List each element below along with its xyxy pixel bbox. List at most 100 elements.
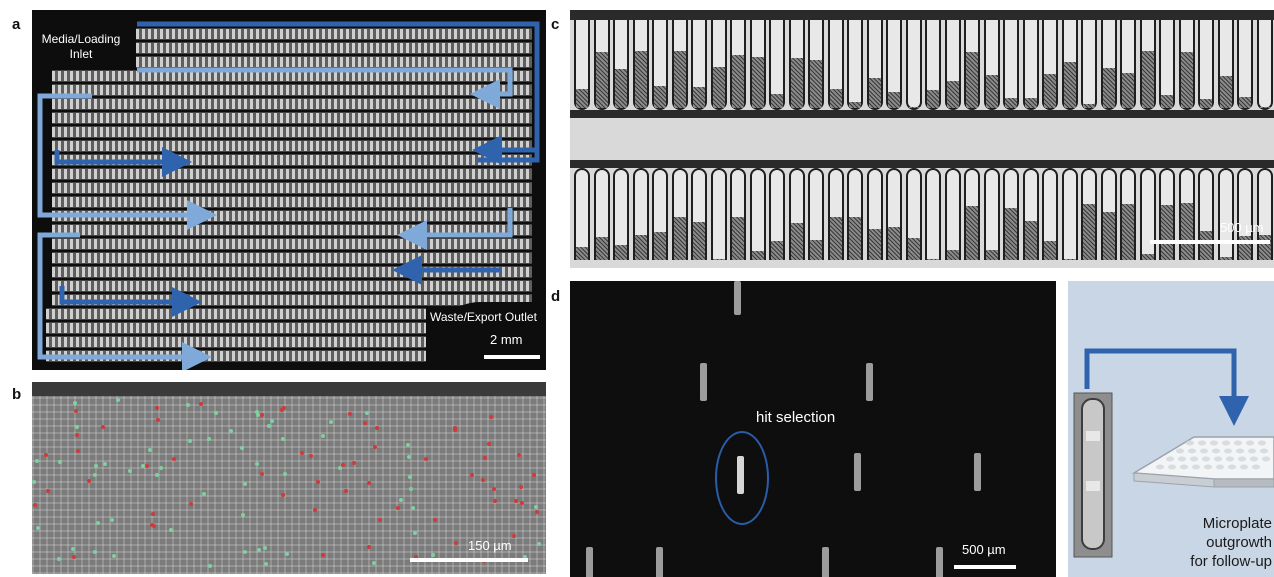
growth-chamber (925, 20, 941, 110)
cell-growth (1122, 73, 1134, 108)
cell (75, 433, 79, 437)
microplate-well (1210, 440, 1218, 446)
outlet-label-text: Waste/Export Outlet (430, 310, 537, 324)
cell-growth (888, 227, 900, 260)
cell-growth (1102, 212, 1115, 260)
growth-chamber (808, 168, 824, 260)
growth-chamber (847, 168, 863, 260)
growth-chamber (652, 20, 668, 110)
growth-chamber (847, 20, 863, 110)
fluorescence-panel: hit selection 500 µm (570, 281, 1056, 577)
cell-growth (693, 87, 705, 108)
cell-growth (673, 51, 686, 108)
growth-chamber (788, 168, 805, 260)
cell (329, 420, 333, 424)
cell-growth (634, 235, 647, 260)
cell (309, 454, 313, 458)
cell (283, 472, 287, 476)
growth-chamber (593, 168, 610, 260)
microplate-well (1258, 440, 1266, 446)
growth-chamber (1159, 20, 1175, 110)
hit-selection-ring (715, 431, 769, 525)
growth-chamber (632, 20, 649, 110)
growth-chamber (1061, 168, 1078, 260)
microplate-well (1260, 448, 1268, 454)
microplate-well (1238, 456, 1246, 462)
microplate-well (1252, 464, 1260, 470)
cell (199, 402, 203, 406)
microplate-well (1178, 456, 1186, 462)
cell (260, 413, 264, 417)
growth-chamber (905, 20, 922, 110)
cell-growth (1063, 259, 1076, 260)
cell (413, 531, 417, 535)
growth-chamber (1256, 20, 1273, 110)
cell-growth (751, 57, 764, 108)
flow-arrows (37, 21, 540, 370)
cell-growth (1200, 99, 1212, 108)
cell (208, 564, 212, 568)
cell (519, 485, 523, 489)
cell (535, 510, 539, 514)
cell (396, 506, 400, 510)
scale-label-b: 150 µm (468, 538, 512, 553)
cell (72, 555, 76, 559)
cell (407, 455, 411, 459)
cell (409, 487, 413, 491)
growth-chamber (1198, 20, 1214, 110)
microplate-well (1222, 440, 1230, 446)
microplate-well (1248, 448, 1256, 454)
chamber-inner (1081, 398, 1105, 550)
cell (151, 512, 155, 516)
channel-lane (52, 112, 532, 124)
growth-chamber (730, 168, 746, 260)
cell (520, 501, 524, 505)
cell (470, 473, 474, 477)
cell (373, 445, 377, 449)
cell-growth (985, 250, 998, 260)
growth-chamber (613, 20, 629, 110)
growth-chamber (983, 20, 1000, 110)
microplate-well (1262, 456, 1270, 462)
growth-chamber (1139, 168, 1156, 260)
cell-growth (868, 78, 881, 108)
cell-growth (1044, 74, 1056, 108)
cell-growth (888, 92, 900, 108)
growth-chamber (964, 20, 980, 110)
cell-growth (1141, 51, 1154, 108)
cell (453, 428, 457, 432)
microplate-panel: Microplate outgrowth for follow-up (1068, 281, 1274, 577)
cell (281, 493, 285, 497)
cell (481, 478, 485, 482)
cell-growth (595, 52, 608, 108)
microplate-well (1176, 448, 1184, 454)
cell-field-panel: 150 µm (32, 382, 546, 574)
cell (255, 410, 259, 414)
cell (103, 462, 107, 466)
microplate-well (1188, 448, 1196, 454)
cell-growth (985, 75, 998, 108)
growth-chamber (632, 168, 649, 260)
cell-growth (673, 217, 686, 260)
transfer-diagram (1073, 348, 1274, 558)
growth-chamber (1217, 20, 1234, 110)
cell-growth (1239, 97, 1251, 108)
cell (365, 411, 369, 415)
flow-path-light-4 (37, 232, 212, 370)
cell (96, 521, 100, 525)
growth-chamber (691, 20, 707, 110)
cell (145, 464, 149, 468)
cell-growth (1219, 76, 1232, 108)
cell (243, 482, 247, 486)
cell (207, 437, 211, 441)
cell-growth (732, 55, 744, 108)
cell-growth (849, 102, 861, 108)
scale-label-c: 500 µm (1220, 220, 1264, 235)
cell-growth (966, 206, 978, 260)
growth-chamber (671, 168, 688, 260)
cell (33, 503, 37, 507)
tube (936, 547, 943, 577)
cell (267, 424, 271, 428)
cell (523, 555, 527, 559)
growth-chamber (1178, 168, 1195, 260)
